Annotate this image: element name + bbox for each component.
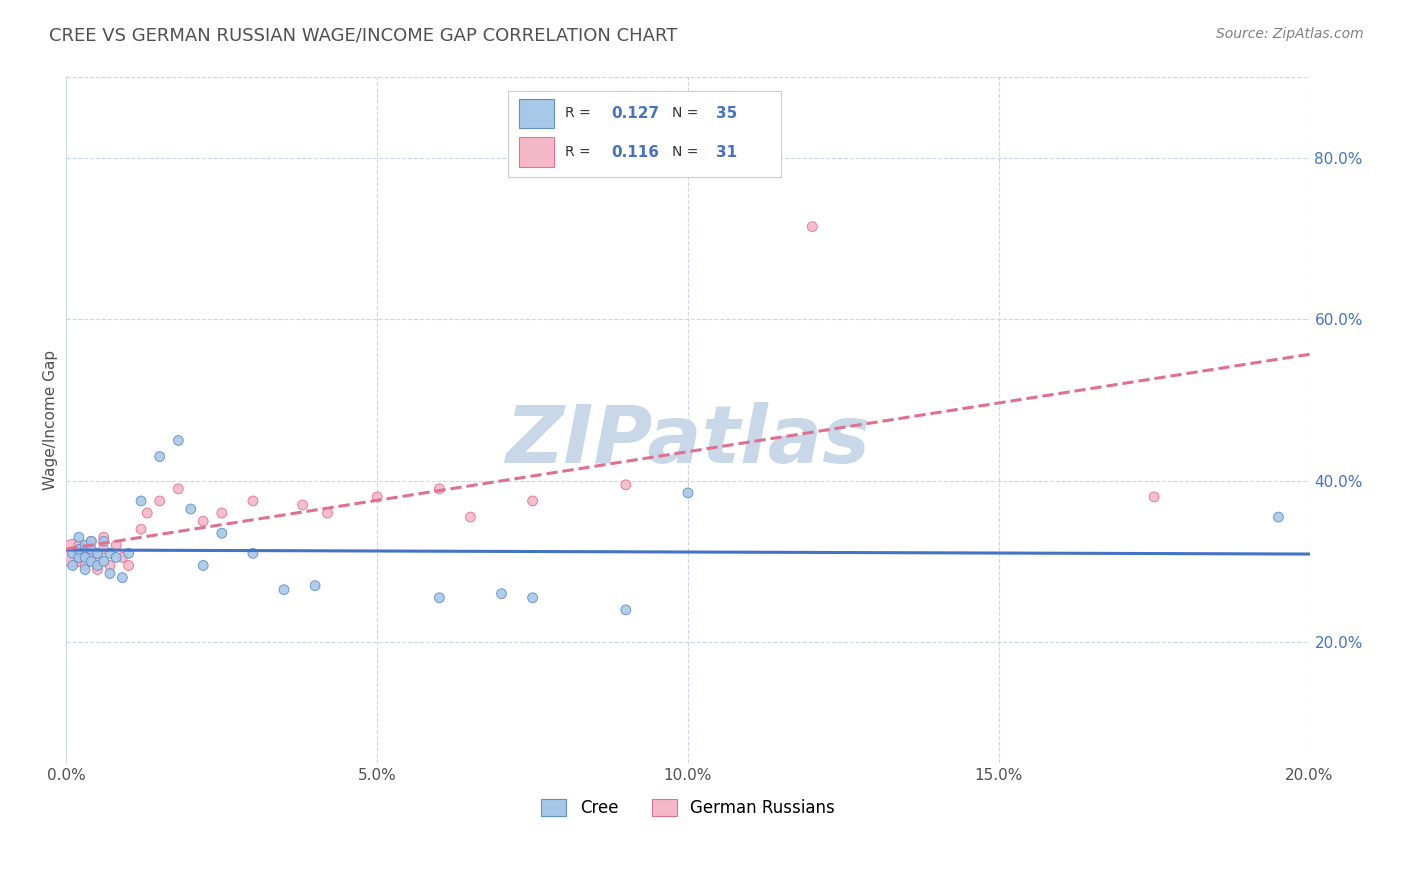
Point [117, 546, 139, 560]
Point [98, 558, 121, 573]
Point [460, 510, 482, 524]
Text: ZIPatlas: ZIPatlas [506, 402, 870, 480]
Text: Source: ZipAtlas.com: Source: ZipAtlas.com [1216, 27, 1364, 41]
Point [117, 558, 139, 573]
Point [93, 542, 115, 557]
Point [427, 482, 450, 496]
Point [211, 506, 233, 520]
Point [93, 530, 115, 544]
Point [98, 546, 121, 560]
Point [193, 558, 215, 573]
Point [80, 542, 103, 557]
Point [316, 506, 339, 520]
Point [86, 558, 108, 573]
Point [67, 550, 90, 565]
Point [614, 603, 637, 617]
Point [242, 494, 264, 508]
Point [242, 546, 264, 560]
Point [86, 546, 108, 560]
Point [614, 478, 637, 492]
Point [62, 546, 84, 560]
Point [1143, 490, 1166, 504]
Point [1267, 510, 1289, 524]
Point [80, 550, 103, 565]
Point [366, 490, 388, 504]
Point [136, 506, 159, 520]
Point [80, 534, 103, 549]
Point [75, 542, 97, 557]
Point [75, 538, 97, 552]
Point [491, 587, 513, 601]
Point [129, 522, 152, 536]
Point [304, 579, 326, 593]
Point [427, 591, 450, 605]
Point [93, 534, 115, 549]
Point [129, 494, 152, 508]
Point [167, 482, 190, 496]
Point [149, 494, 172, 508]
Point [67, 538, 90, 552]
Point [801, 219, 824, 234]
Text: CREE VS GERMAN RUSSIAN WAGE/INCOME GAP CORRELATION CHART: CREE VS GERMAN RUSSIAN WAGE/INCOME GAP C… [49, 27, 678, 45]
Point [67, 554, 90, 568]
Point [211, 526, 233, 541]
Point [149, 450, 172, 464]
Point [67, 542, 90, 557]
Point [522, 591, 544, 605]
Point [62, 546, 84, 560]
Point [86, 562, 108, 576]
Point [676, 486, 699, 500]
Y-axis label: Wage/Income Gap: Wage/Income Gap [44, 351, 58, 491]
Point [111, 571, 134, 585]
Point [75, 562, 97, 576]
Point [193, 514, 215, 528]
Point [273, 582, 295, 597]
Point [522, 494, 544, 508]
Point [105, 538, 128, 552]
Point [80, 534, 103, 549]
Point [98, 566, 121, 581]
Point [86, 550, 108, 565]
Point [105, 550, 128, 565]
Point [93, 554, 115, 568]
Point [75, 550, 97, 565]
Point [180, 502, 202, 516]
Point [291, 498, 314, 512]
Point [111, 550, 134, 565]
Point [62, 558, 84, 573]
Legend: Cree, German Russians: Cree, German Russians [534, 792, 841, 823]
Point [67, 530, 90, 544]
Point [75, 558, 97, 573]
Point [80, 554, 103, 568]
Point [167, 434, 190, 448]
